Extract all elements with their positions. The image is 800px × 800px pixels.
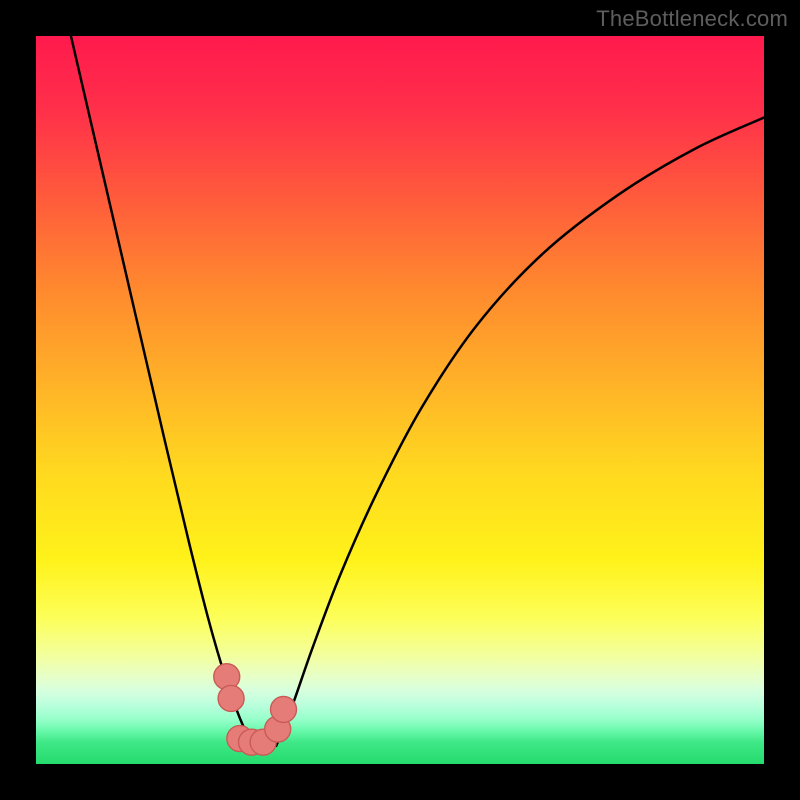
- chart-stage: TheBottleneck.com: [0, 0, 800, 800]
- marker-dot: [218, 685, 244, 711]
- marker-dot: [271, 696, 297, 722]
- plot-area: [36, 36, 764, 764]
- watermark-text: TheBottleneck.com: [596, 6, 788, 32]
- gradient-background: [36, 36, 764, 764]
- plot-svg: [36, 36, 764, 764]
